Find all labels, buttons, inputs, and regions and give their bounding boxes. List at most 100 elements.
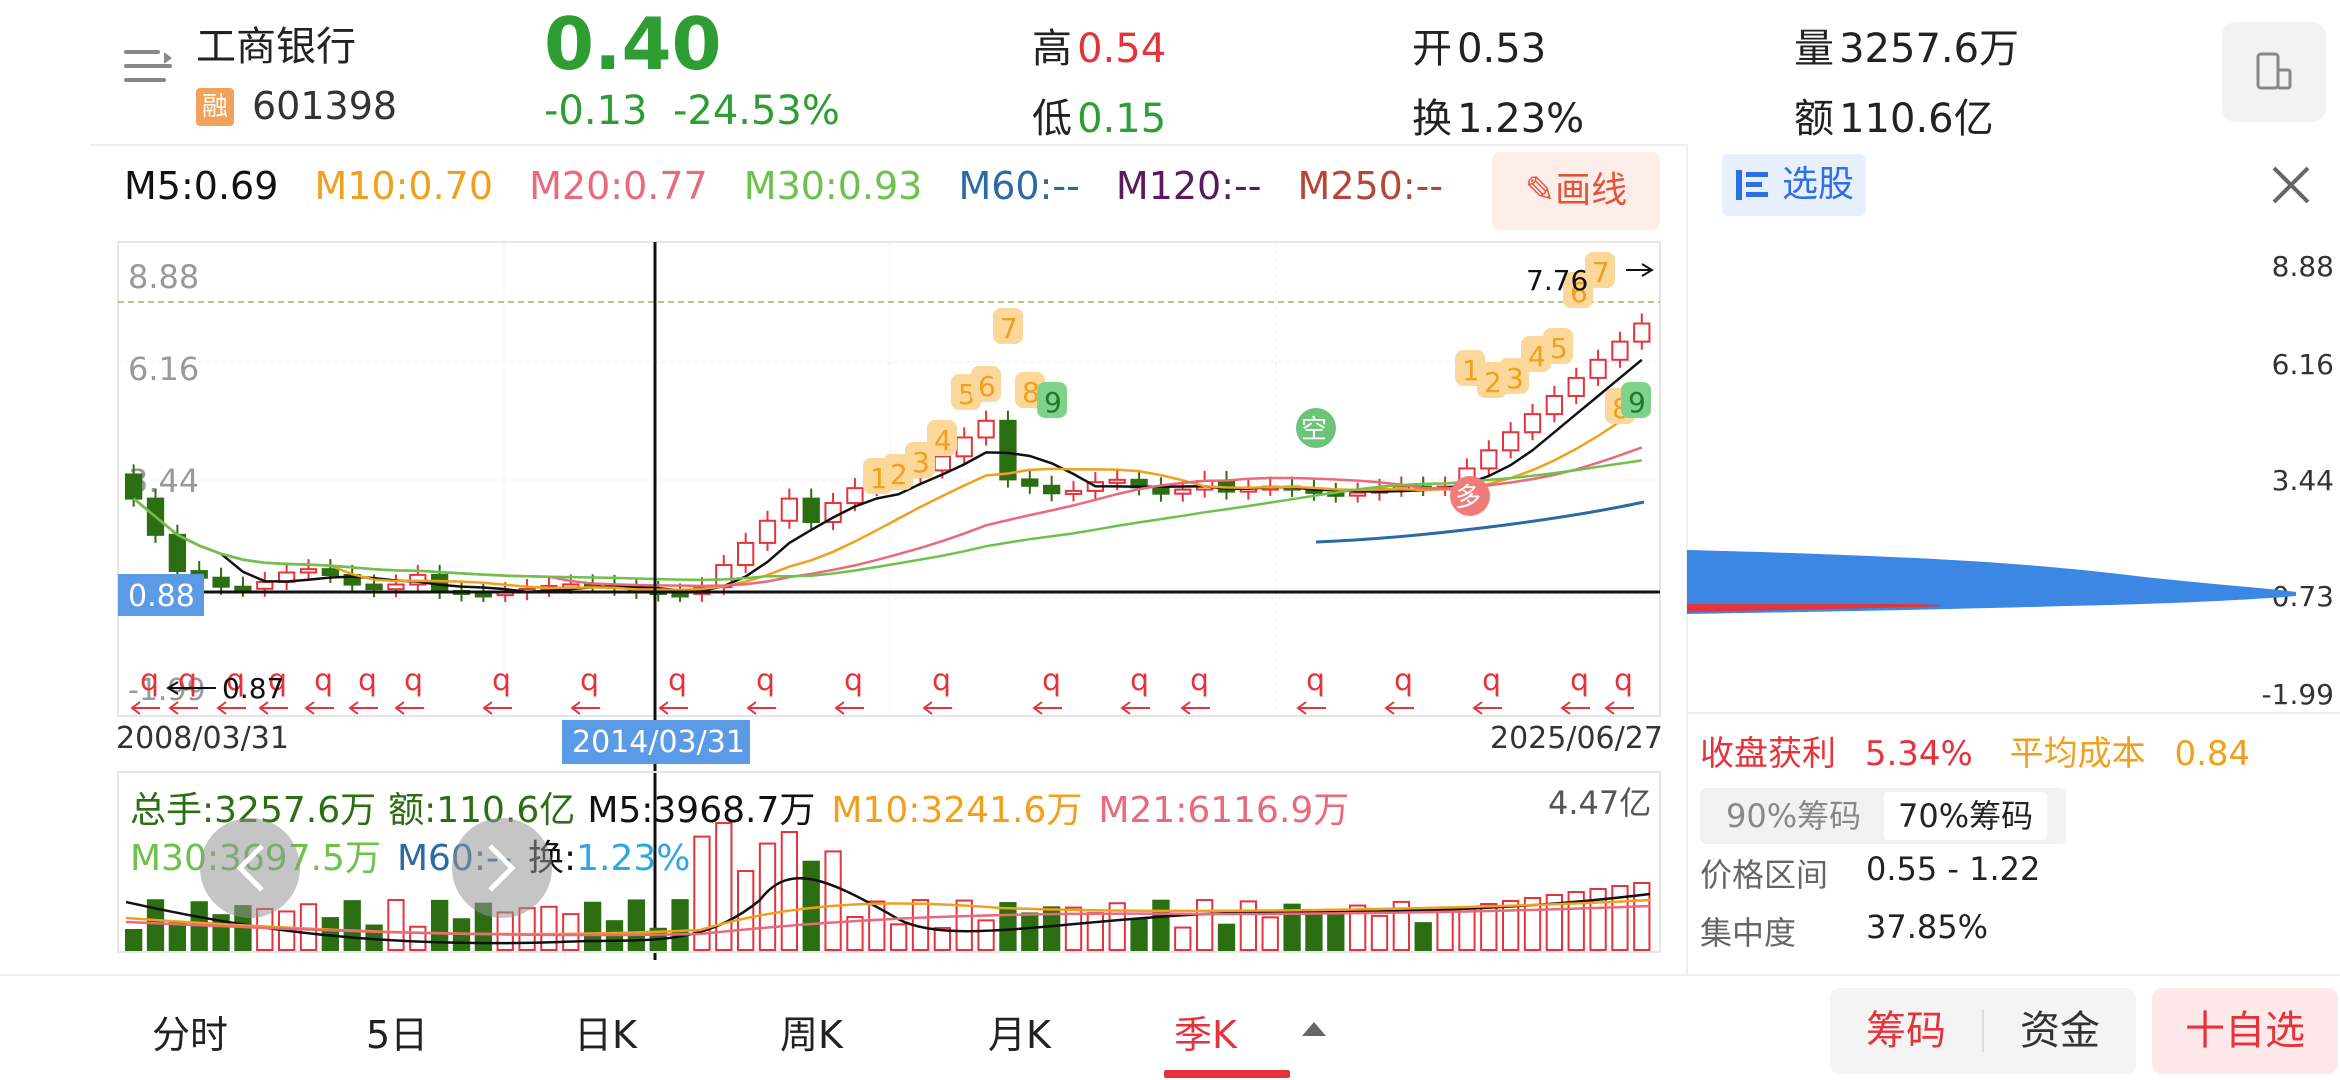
low-label: 低: [1032, 96, 1072, 142]
volume-bar: [1349, 904, 1367, 951]
tab-5day[interactable]: 5日: [366, 1013, 429, 1057]
tab-daily-k[interactable]: 日K: [574, 1013, 637, 1057]
candle-body: [387, 583, 405, 591]
q-marker-text: q: [668, 663, 687, 698]
q-marker-arrow: [1296, 701, 1326, 715]
candle-body: [758, 519, 777, 544]
q-marker-arrow: [394, 701, 424, 715]
q-marker-text: q: [1482, 663, 1501, 698]
chip-price-2: 6.16: [2271, 348, 2334, 381]
q-marker-arrow: [1604, 701, 1634, 715]
change-value: -0.13: [544, 88, 648, 134]
chip-tabs: 90%筹码 70%筹码: [1700, 788, 2066, 844]
signal-count-4-text: 4: [934, 424, 952, 457]
tab-quarterly-k[interactable]: 季K: [1174, 1013, 1237, 1057]
volume-bar: [540, 905, 558, 952]
signal-count-b6-text: 6: [1570, 276, 1588, 309]
caret-up-icon[interactable]: [1300, 1020, 1328, 1038]
ma250-label: M250:--: [1297, 164, 1444, 208]
tab-monthly-k[interactable]: 月K: [988, 1013, 1051, 1057]
kline-chart[interactable]: 8.88 6.16 3.44 -1.99 1 2 345 678 91 2 34 56789空…: [0, 0, 1686, 980]
amount-value: 110.6亿: [1839, 96, 1994, 142]
vol-m21: M21:6116.9万: [1098, 790, 1349, 831]
volume-bar: [1436, 909, 1454, 951]
volume-bar: [1130, 919, 1148, 952]
volume-bars: [125, 822, 1651, 952]
q-marker-arrow: [834, 701, 864, 715]
tab-intraday[interactable]: 分时: [152, 1013, 229, 1057]
volume-bar: [409, 925, 427, 952]
active-tab-indicator: [1164, 1070, 1290, 1078]
date-start: 2008/03/31: [116, 721, 289, 756]
volume-bar: [999, 902, 1017, 952]
chip-data-toggle: 筹码 资金: [1830, 988, 2136, 1074]
candle-body: [1174, 488, 1192, 495]
q-marker: q: [258, 663, 288, 715]
signal-count-7-text: 7: [1000, 312, 1018, 345]
q-marker-arrow: [1560, 701, 1590, 715]
tab-70-percent[interactable]: 70%筹码: [1884, 792, 2048, 840]
next-arrow-button[interactable]: [452, 818, 552, 918]
q-marker: q: [1560, 663, 1590, 715]
long-signal-text: 多: [1455, 483, 1481, 513]
candle-body: [321, 568, 340, 576]
draw-line-button[interactable]: ✎画线: [1492, 152, 1660, 230]
q-marker-text: q: [268, 663, 287, 698]
volume-bar: [125, 929, 143, 951]
change-percent: -24.53%: [672, 88, 840, 134]
volume-bar: [1152, 899, 1170, 951]
list-icon: [1736, 170, 1768, 200]
price-change: -0.13 -24.53%: [544, 88, 840, 134]
candle-body: [212, 576, 230, 588]
volume-bar: [846, 915, 864, 952]
open-quote: 开 0.53: [1412, 16, 1546, 74]
chip-distribution: [1686, 500, 2296, 680]
stock-picker-label: 选股: [1782, 164, 1855, 205]
volume-ma-lines: [125, 877, 1651, 945]
volume-bar: [1174, 926, 1192, 951]
y-label-bottom: -1.99: [128, 673, 206, 708]
signal-count-b3-text: 3: [1506, 362, 1524, 395]
q-marker-arrow: [570, 701, 600, 715]
candle-body: [474, 592, 493, 598]
landscape-toggle-button[interactable]: [2222, 22, 2326, 122]
signal-count-9-text: 9: [1044, 386, 1062, 419]
volume-bar: [627, 899, 646, 952]
stock-picker-button[interactable]: 选股: [1722, 154, 1866, 216]
volume-bar: [1414, 922, 1432, 952]
signal-count-b9: 9: [1621, 382, 1651, 419]
menu-icon[interactable]: [124, 46, 172, 86]
min-arrow-head: [166, 681, 179, 695]
close-icon[interactable]: [2266, 160, 2316, 210]
signal-count-b1-text: 1: [1462, 354, 1480, 387]
prev-arrow-button[interactable]: [200, 818, 300, 918]
low-value: 0.15: [1077, 96, 1167, 142]
tab-90-percent[interactable]: 90%筹码: [1726, 797, 1862, 835]
turnover-value: 1.23%: [1457, 96, 1585, 142]
q-marker-text: q: [1306, 663, 1325, 698]
signal-count-b5-box: [1543, 328, 1573, 364]
q-marker: q: [922, 663, 952, 715]
tab-weekly-k[interactable]: 周K: [780, 1013, 843, 1057]
candle-body: [1043, 484, 1061, 495]
cursor-price-label: 0.88: [128, 579, 195, 614]
q-marker-text: q: [1570, 663, 1589, 698]
volume-bar: [1392, 900, 1411, 951]
toggle-divider: [1982, 1010, 1984, 1052]
volume-quote: 量 3257.6万: [1794, 16, 2019, 74]
q-marker-text: q: [1394, 663, 1413, 698]
q-marker-arrow: [482, 701, 512, 715]
q-marker: q: [658, 663, 688, 715]
q-marker: q: [1472, 663, 1502, 715]
min-marker: 0.87: [222, 672, 284, 705]
q-marker-arrow: [258, 701, 288, 715]
candle-body: [256, 580, 274, 590]
q-marker-text: q: [226, 663, 245, 698]
candle-body: [1567, 376, 1585, 397]
fund-button[interactable]: 资金: [2020, 1008, 2100, 1054]
signal-count-3-text: 3: [912, 446, 930, 479]
chip-button[interactable]: 筹码: [1866, 1008, 1946, 1054]
q-marker-arrow: [1032, 701, 1062, 715]
add-watchlist-button[interactable]: 十自选: [2152, 988, 2338, 1074]
candle-body: [234, 585, 252, 591]
